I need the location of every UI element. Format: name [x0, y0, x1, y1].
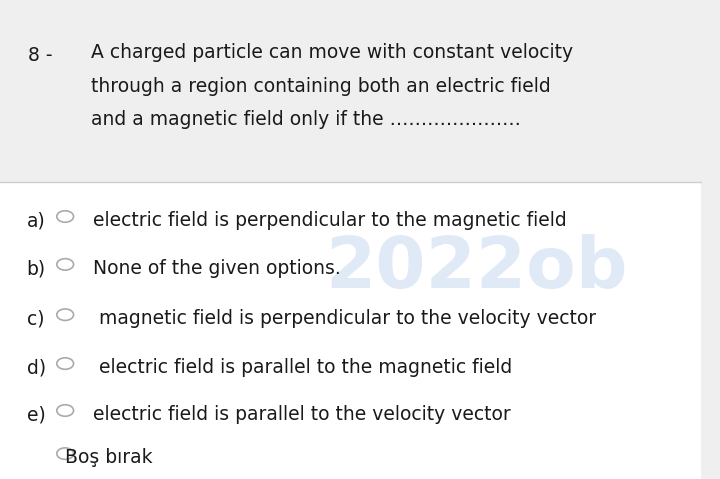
Text: electric field is parallel to the magnetic field: electric field is parallel to the magnet…	[93, 358, 513, 377]
Text: and a magnetic field only if the …………………: and a magnetic field only if the …………………	[91, 110, 521, 129]
Circle shape	[57, 358, 73, 369]
Text: e): e)	[27, 405, 45, 424]
Text: d): d)	[27, 358, 46, 377]
Text: Boş bırak: Boş bırak	[66, 448, 153, 468]
Text: None of the given options.: None of the given options.	[93, 259, 341, 278]
Text: electric field is parallel to the velocity vector: electric field is parallel to the veloci…	[93, 405, 511, 424]
Circle shape	[57, 309, 73, 320]
FancyBboxPatch shape	[0, 182, 701, 479]
Text: through a region containing both an electric field: through a region containing both an elec…	[91, 77, 551, 96]
Text: magnetic field is perpendicular to the velocity vector: magnetic field is perpendicular to the v…	[93, 309, 596, 329]
FancyBboxPatch shape	[0, 0, 701, 182]
Circle shape	[57, 259, 73, 270]
Circle shape	[57, 211, 73, 222]
Text: electric field is perpendicular to the magnetic field: electric field is perpendicular to the m…	[93, 211, 567, 230]
Text: b): b)	[27, 259, 46, 278]
Circle shape	[57, 448, 73, 459]
Text: c): c)	[27, 309, 44, 329]
Text: 8 -: 8 -	[28, 46, 53, 65]
Text: A charged particle can move with constant velocity: A charged particle can move with constan…	[91, 43, 573, 62]
Text: a): a)	[27, 211, 45, 230]
Circle shape	[57, 405, 73, 416]
Text: 2022ob: 2022ob	[325, 234, 628, 303]
